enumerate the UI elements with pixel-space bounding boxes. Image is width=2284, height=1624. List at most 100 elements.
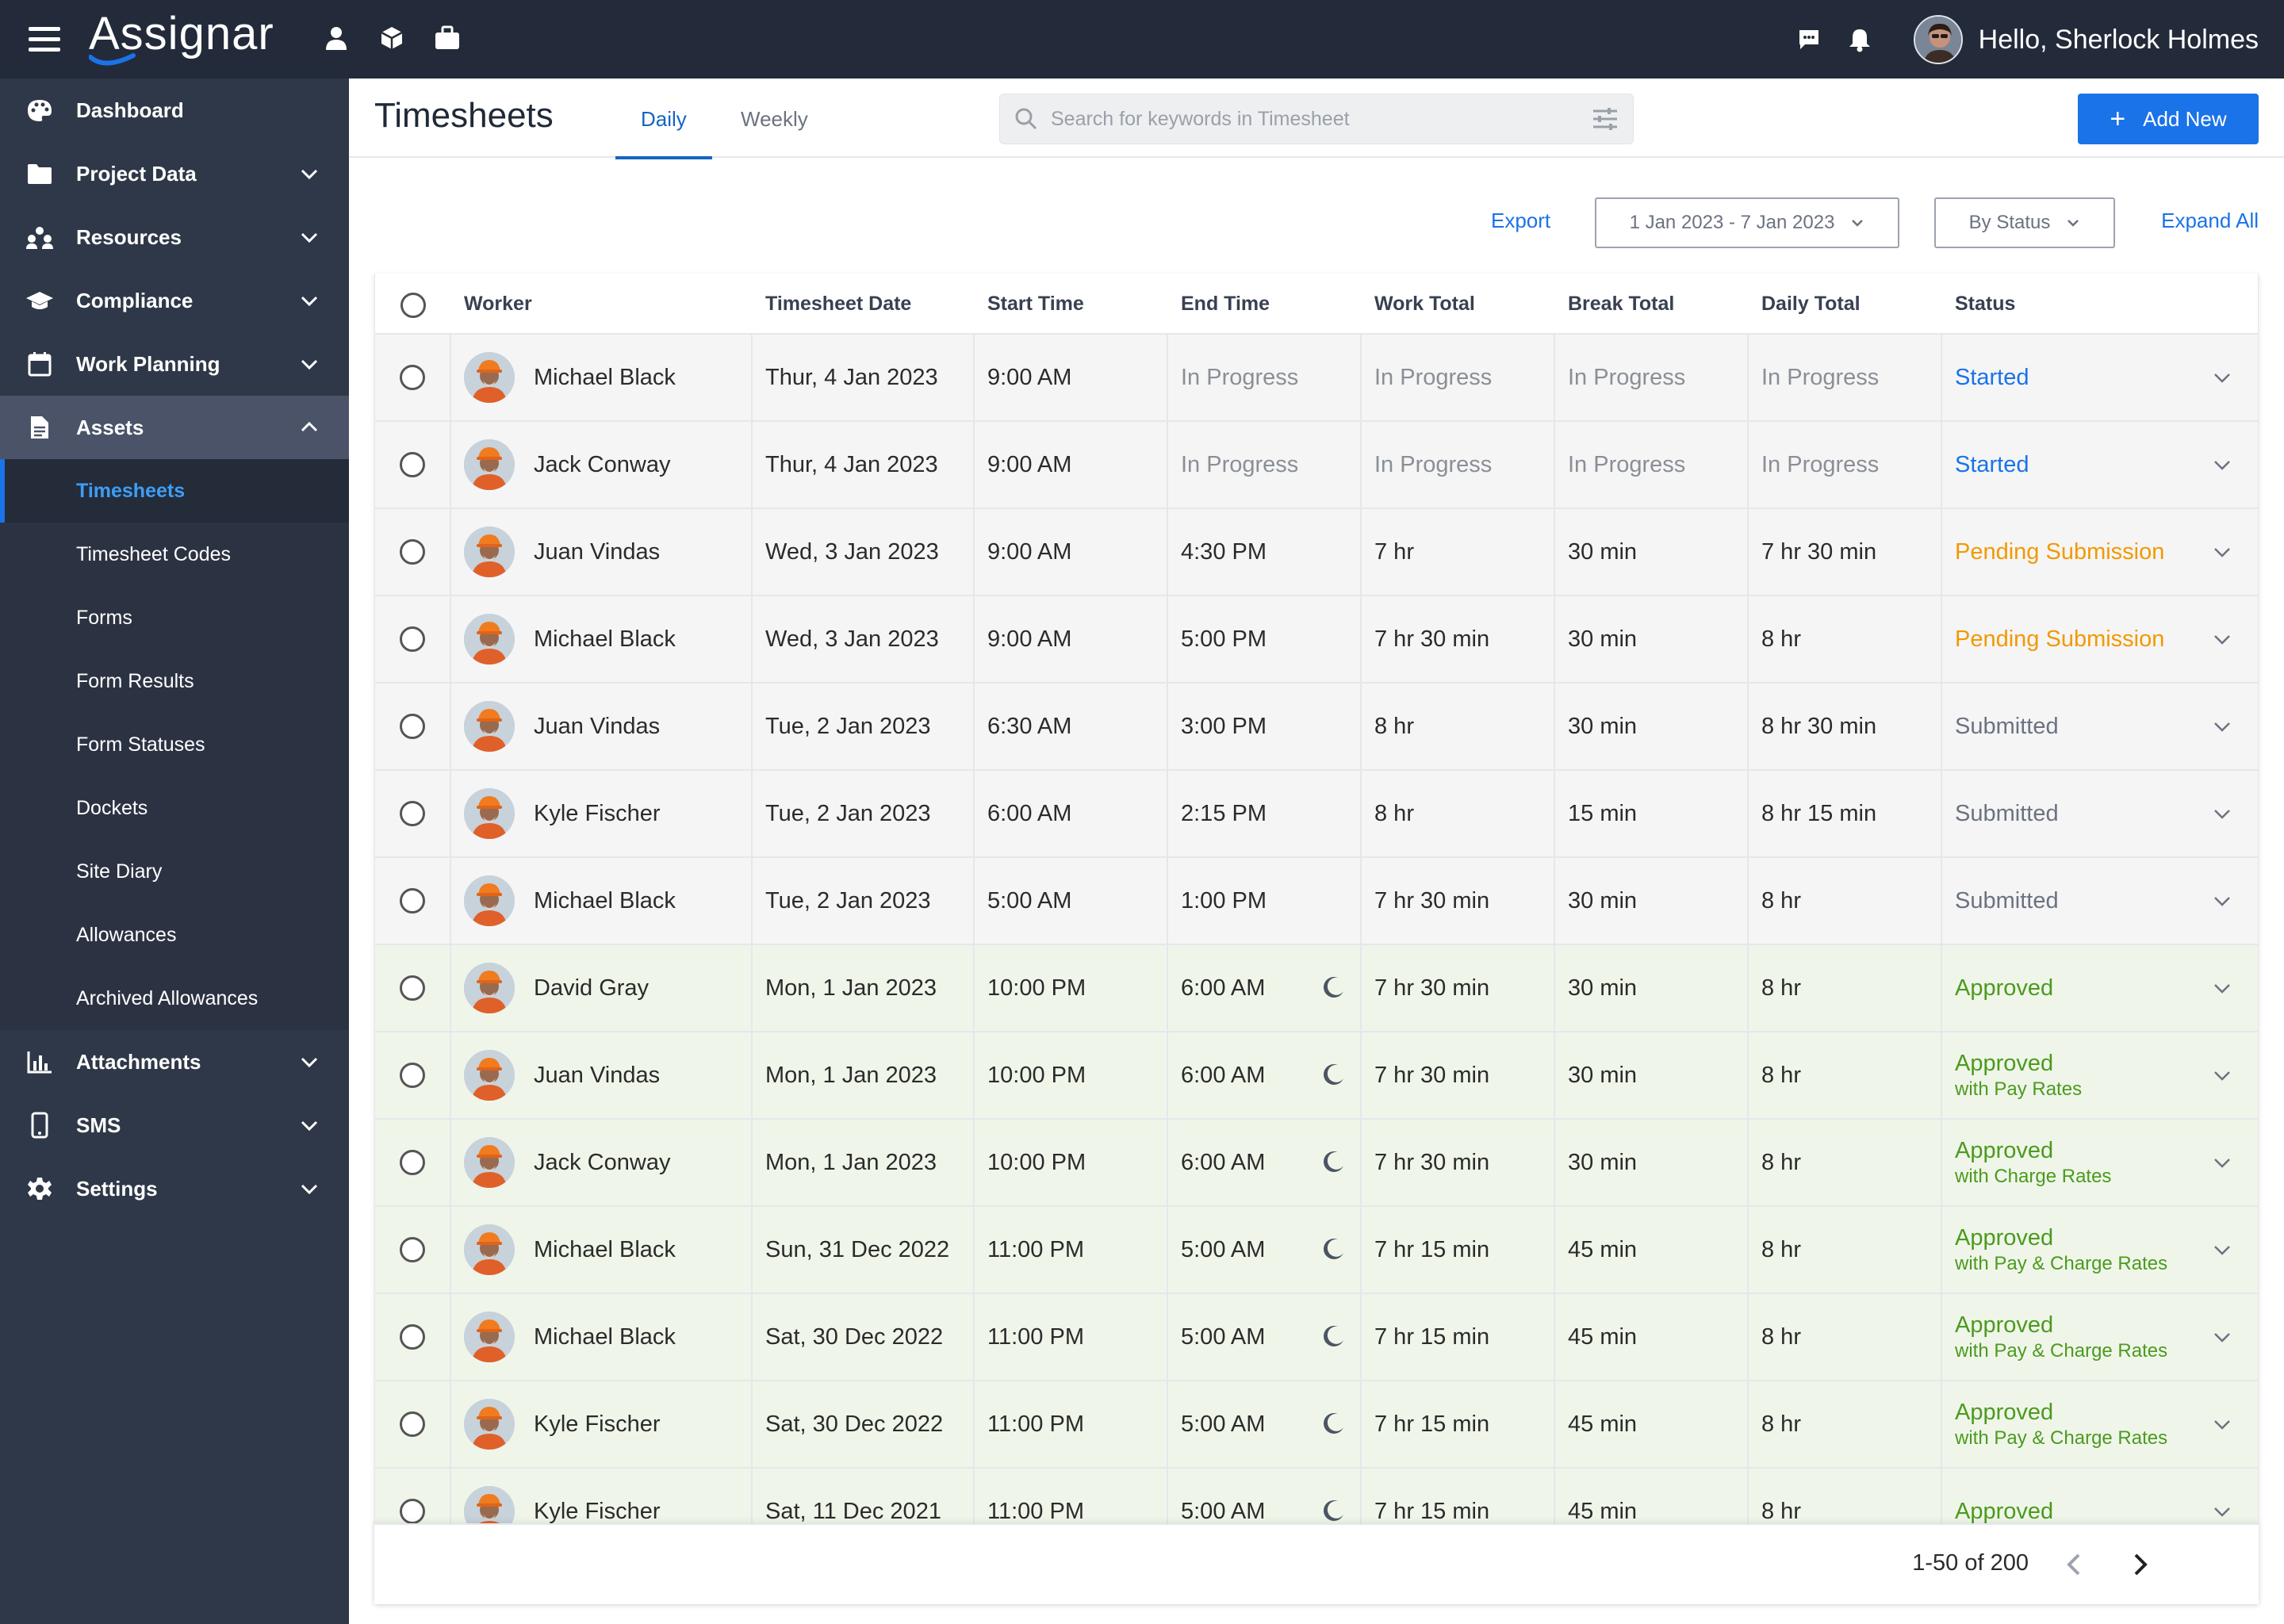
row-select-radio[interactable] xyxy=(400,539,425,565)
column-header-daily-total[interactable]: Daily Total xyxy=(1761,293,1861,315)
column-header-end[interactable]: End Time xyxy=(1181,293,1270,315)
table-row[interactable]: Jack Conway Thur, 4 Jan 2023 9:00 AM In Pro… xyxy=(375,422,2258,509)
add-new-button[interactable]: + Add New xyxy=(2078,94,2259,144)
chevron-down-icon[interactable] xyxy=(2212,891,2232,911)
sidebar-item-settings[interactable]: Settings xyxy=(0,1157,349,1220)
chevron-down-icon[interactable] xyxy=(2212,1239,2232,1260)
sidebar-subitem-form-results[interactable]: Form Results xyxy=(76,669,194,692)
sidebar-item-resources[interactable]: Resources xyxy=(0,205,349,269)
row-select-radio[interactable] xyxy=(400,975,425,1001)
worker-name[interactable]: Michael Black xyxy=(534,1236,676,1262)
worker-name[interactable]: Jack Conway xyxy=(534,1149,671,1175)
column-header-status[interactable]: Status xyxy=(1955,293,2016,315)
worker-name[interactable]: Michael Black xyxy=(534,887,676,914)
filter-sliders-icon[interactable] xyxy=(1592,107,1619,131)
table-row[interactable]: Juan Vindas Mon, 1 Jan 2023 10:00 PM 6:00 A… xyxy=(375,1032,2258,1120)
table-row[interactable]: Jack Conway Mon, 1 Jan 2023 10:00 PM 6:00 A… xyxy=(375,1120,2258,1207)
status-filter-dropdown[interactable]: By Status xyxy=(1934,197,2115,248)
row-select-radio[interactable] xyxy=(400,365,425,390)
worker-name[interactable]: Juan Vindas xyxy=(534,538,661,565)
expand-all-link[interactable]: Expand All xyxy=(2161,209,2259,232)
chevron-down-icon[interactable] xyxy=(2212,1501,2232,1522)
chevron-down-icon[interactable] xyxy=(2212,1327,2232,1347)
menu-icon[interactable] xyxy=(29,27,60,52)
row-select-radio[interactable] xyxy=(400,1237,425,1262)
table-row[interactable]: Juan Vindas Wed, 3 Jan 2023 9:00 AM 4:30 PM… xyxy=(375,509,2258,596)
sidebar-item-attachments[interactable]: Attachments xyxy=(0,1030,349,1094)
table-row[interactable]: Kyle Fischer Sat, 30 Dec 2022 11:00 PM 5:00… xyxy=(375,1381,2258,1469)
table-row[interactable]: Michael Black Thur, 4 Jan 2023 9:00 AM In P… xyxy=(375,335,2258,422)
worker-name[interactable]: Michael Black xyxy=(534,1323,676,1350)
column-header-worker[interactable]: Worker xyxy=(464,293,532,315)
table-row[interactable]: Kyle Fischer Tue, 2 Jan 2023 6:00 AM 2:15 P… xyxy=(375,771,2258,858)
worker-name[interactable]: Kyle Fischer xyxy=(534,1498,661,1524)
worker-name[interactable]: Juan Vindas xyxy=(534,1062,661,1088)
table-row[interactable]: David Gray Mon, 1 Jan 2023 10:00 PM 6:00 AM… xyxy=(375,945,2258,1032)
sidebar-subitem-archived-allowances[interactable]: Archived Allowances xyxy=(76,986,259,1009)
chevron-down-icon[interactable] xyxy=(2212,803,2232,824)
table-row[interactable]: Juan Vindas Tue, 2 Jan 2023 6:30 AM 3:00 PM… xyxy=(375,684,2258,771)
worker-name[interactable]: Juan Vindas xyxy=(534,713,661,739)
tab-daily[interactable]: Daily xyxy=(615,107,712,159)
chevron-down-icon[interactable] xyxy=(2212,1152,2232,1173)
person-icon[interactable] xyxy=(320,22,352,54)
sidebar-subitem-dockets[interactable]: Dockets xyxy=(76,796,148,819)
tab-weekly[interactable]: Weekly xyxy=(741,107,808,131)
table-row[interactable]: Michael Black Tue, 2 Jan 2023 5:00 AM 1:00 … xyxy=(375,858,2258,945)
column-header-break-total[interactable]: Break Total xyxy=(1568,293,1675,315)
row-select-radio[interactable] xyxy=(400,1499,425,1524)
sidebar-item-work-planning[interactable]: Work Planning xyxy=(0,332,349,396)
worker-name[interactable]: Kyle Fischer xyxy=(534,800,661,826)
worker-name[interactable]: Kyle Fischer xyxy=(534,1411,661,1437)
worker-name[interactable]: Jack Conway xyxy=(534,451,671,477)
chevron-down-icon[interactable] xyxy=(2212,542,2232,562)
sidebar-item-project-data[interactable]: Project Data xyxy=(0,142,349,205)
chevron-right-icon[interactable] xyxy=(2124,1549,2156,1580)
sidebar-item-sms[interactable]: SMS xyxy=(0,1094,349,1157)
sidebar-subitem-timesheet-codes[interactable]: Timesheet Codes xyxy=(76,542,231,565)
user-avatar[interactable] xyxy=(1913,15,1963,64)
column-header-date[interactable]: Timesheet Date xyxy=(765,293,912,315)
row-select-radio[interactable] xyxy=(400,1411,425,1437)
chevron-down-icon[interactable] xyxy=(2212,1065,2232,1086)
worker-name[interactable]: Michael Black xyxy=(534,364,676,390)
sidebar-item-compliance[interactable]: Compliance xyxy=(0,269,349,332)
search-input[interactable] xyxy=(1051,94,1590,144)
sidebar-subitem-form-statuses[interactable]: Form Statuses xyxy=(76,733,205,756)
sidebar-subitem-forms[interactable]: Forms xyxy=(76,606,132,629)
assignar-logo[interactable]: Assignar xyxy=(89,6,274,70)
date-range-picker[interactable]: 1 Jan 2023 - 7 Jan 2023 xyxy=(1595,197,1899,248)
row-select-radio[interactable] xyxy=(400,1150,425,1175)
sidebar-subitem-allowances[interactable]: Allowances xyxy=(76,923,177,946)
column-header-start[interactable]: Start Time xyxy=(987,293,1084,315)
export-link[interactable]: Export xyxy=(1491,209,1551,232)
row-select-radio[interactable] xyxy=(400,452,425,477)
chevron-down-icon[interactable] xyxy=(2212,629,2232,649)
chevron-left-icon[interactable] xyxy=(2059,1549,2090,1580)
table-row[interactable]: Michael Black Sat, 30 Dec 2022 11:00 PM 5:0… xyxy=(375,1294,2258,1381)
briefcase-icon[interactable] xyxy=(431,22,463,54)
table-row[interactable]: Michael Black Wed, 3 Jan 2023 9:00 AM 5:00 … xyxy=(375,596,2258,684)
chevron-down-icon[interactable] xyxy=(2212,978,2232,998)
bell-icon[interactable] xyxy=(1844,24,1876,56)
worker-name[interactable]: Michael Black xyxy=(534,626,676,652)
chevron-down-icon[interactable] xyxy=(2212,1414,2232,1434)
row-select-radio[interactable] xyxy=(400,626,425,652)
sidebar-subitem-site-diary[interactable]: Site Diary xyxy=(76,860,163,883)
sidebar-item-dashboard[interactable]: Dashboard xyxy=(0,79,349,142)
table-row[interactable]: Michael Black Sun, 31 Dec 2022 11:00 PM 5:0… xyxy=(375,1207,2258,1294)
sidebar-subitem-timesheets[interactable]: Timesheets xyxy=(0,459,349,523)
column-header-work-total[interactable]: Work Total xyxy=(1374,293,1475,315)
select-all-radio[interactable] xyxy=(400,293,426,318)
row-select-radio[interactable] xyxy=(400,888,425,914)
row-select-radio[interactable] xyxy=(400,714,425,739)
chevron-down-icon[interactable] xyxy=(2212,367,2232,388)
cube-icon[interactable] xyxy=(376,22,408,54)
row-select-radio[interactable] xyxy=(400,801,425,826)
sidebar-item-assets[interactable]: Assets xyxy=(0,396,349,459)
row-select-radio[interactable] xyxy=(400,1063,425,1088)
chevron-down-icon[interactable] xyxy=(2212,454,2232,475)
chat-icon[interactable] xyxy=(1793,24,1825,56)
chevron-down-icon[interactable] xyxy=(2212,716,2232,737)
worker-name[interactable]: David Gray xyxy=(534,975,650,1001)
